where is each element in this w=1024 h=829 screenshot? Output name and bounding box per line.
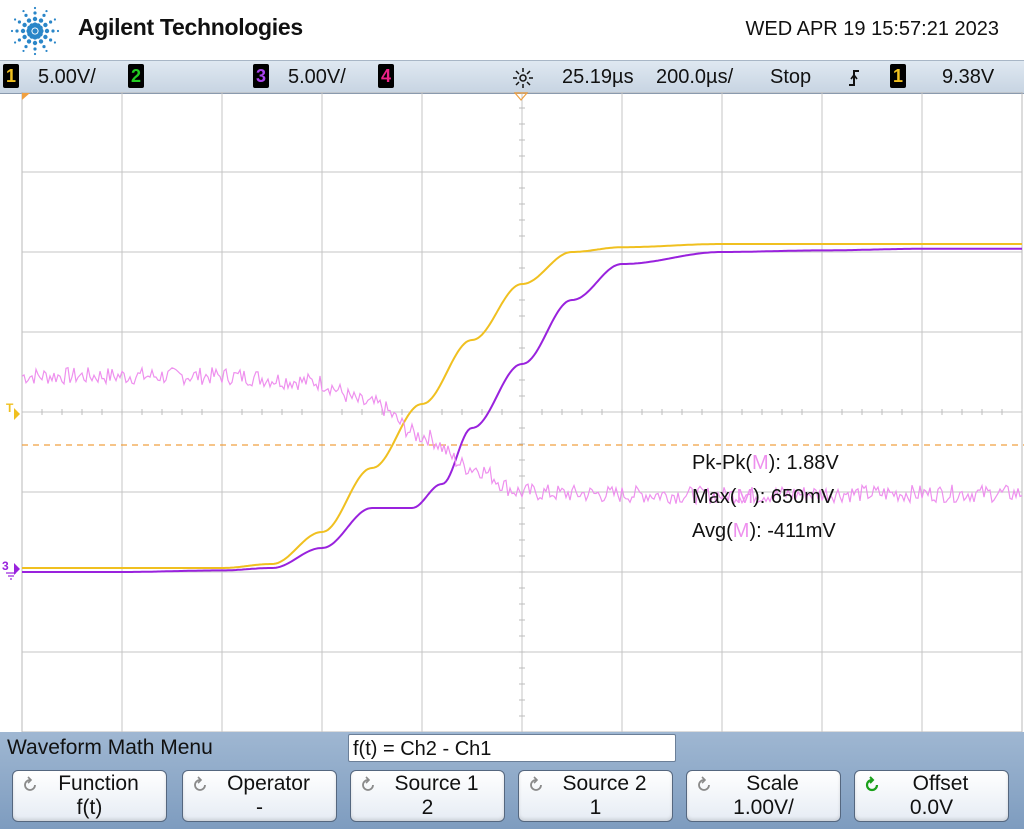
measurement-value: 650mV: [770, 486, 835, 508]
measurement-label: Avg(: [692, 520, 733, 542]
rotate-knob-active-icon: [865, 776, 879, 792]
measurement-close: ):: [753, 486, 771, 508]
run-state: Stop: [770, 66, 812, 88]
trace-math: [21, 365, 1023, 506]
measurement-max: Max(M): 650mV: [692, 486, 834, 509]
rotate-knob-icon: [698, 776, 710, 791]
trigger-marker-label: T: [6, 401, 14, 415]
channel-1-scale: 5.00V/: [38, 66, 96, 88]
channel-4-indicator[interactable]: 4: [378, 64, 394, 88]
status-bar: 1 5.00V/ 2 3 5.00V/ 4 25.19µs 200.0µs/ S…: [0, 60, 1024, 94]
softkey-menu: Waveform Math Menu f(t) = Ch2 - Ch1 Func…: [0, 732, 1024, 829]
softkey-value: 1: [589, 796, 602, 819]
softkey-label: Offset: [912, 772, 969, 795]
header: Agilent Technologies WED APR 19 15:57:21…: [0, 0, 1024, 60]
source-2-softkey[interactable]: Source 2 1: [518, 770, 673, 822]
time-reference-marker: [513, 92, 529, 101]
measurement-avg: Avg(M): -411mV: [692, 520, 836, 543]
trace-channel-3: [22, 247, 1022, 573]
trigger-source-indicator[interactable]: 1: [890, 64, 906, 88]
ground-icon: [6, 572, 16, 580]
channel-1-indicator[interactable]: 1: [3, 64, 19, 88]
source-1-softkey[interactable]: Source 1 2: [350, 770, 505, 822]
measurement-source: M: [752, 452, 769, 474]
scale-softkey[interactable]: Scale 1.00V/: [686, 770, 841, 822]
trigger-level: 9.38V: [942, 66, 995, 88]
measurement-close: ):: [768, 452, 787, 474]
rotate-knob-icon: [194, 776, 206, 791]
measurement-label: Pk-Pk(: [692, 452, 752, 474]
channel-1-marker: [14, 408, 20, 420]
softkey-label: Source 2: [562, 772, 647, 795]
timebase-value: 200.0µs/: [656, 66, 734, 88]
menu-title: Waveform Math Menu: [7, 736, 213, 759]
softkey-value: 0.0V: [909, 796, 954, 819]
softkey-value: 1.00V/: [733, 796, 794, 819]
measurement-label: Max(: [692, 486, 737, 508]
trace-channel-1: [22, 243, 1022, 569]
datetime-display: WED APR 19 15:57:21 2023: [745, 18, 1000, 40]
softkey-label: Operator: [227, 772, 310, 795]
rotate-knob-icon: [24, 776, 36, 791]
waveform-display[interactable]: [0, 92, 1024, 732]
measurement-source: M: [732, 520, 750, 542]
softkey-value: f(t): [76, 796, 103, 819]
measurement-value: -411mV: [767, 520, 836, 542]
measurement-pk-pk: Pk-Pk(M): 1.88V: [692, 452, 839, 475]
channel-3-ground-label: 3: [2, 559, 9, 573]
trigger-edge-icon: [849, 70, 859, 86]
agilent-logo-icon: [10, 6, 60, 56]
measurement-source: M: [736, 486, 754, 508]
softkey-value: 2: [421, 796, 434, 819]
left-time-marker: [22, 93, 30, 100]
softkey-label: Source 1: [394, 772, 479, 795]
rotate-knob-icon: [362, 776, 374, 791]
rotate-knob-icon: [530, 776, 542, 791]
brand-name: Agilent Technologies: [78, 14, 303, 40]
softkey-value: -: [256, 796, 263, 819]
operator-softkey[interactable]: Operator -: [182, 770, 337, 822]
softkey-label: Scale: [746, 772, 799, 795]
channel-3-scale: 5.00V/: [288, 66, 346, 88]
measurement-value: 1.88V: [786, 452, 839, 474]
delay-icon: [513, 68, 533, 88]
channel-3-indicator[interactable]: 3: [253, 64, 269, 88]
channel-3-marker: [14, 563, 20, 575]
softkey-label: Function: [58, 772, 139, 795]
channel-2-indicator[interactable]: 2: [128, 64, 144, 88]
function-softkey[interactable]: Function f(t): [12, 770, 167, 822]
waveform-traces: [21, 243, 1023, 573]
function-expression: f(t) = Ch2 - Ch1: [348, 734, 676, 762]
offset-softkey[interactable]: Offset 0.0V: [854, 770, 1009, 822]
delay-value: 25.19µs: [562, 66, 634, 88]
measurement-close: ):: [749, 520, 768, 542]
graticule: [21, 92, 1023, 732]
